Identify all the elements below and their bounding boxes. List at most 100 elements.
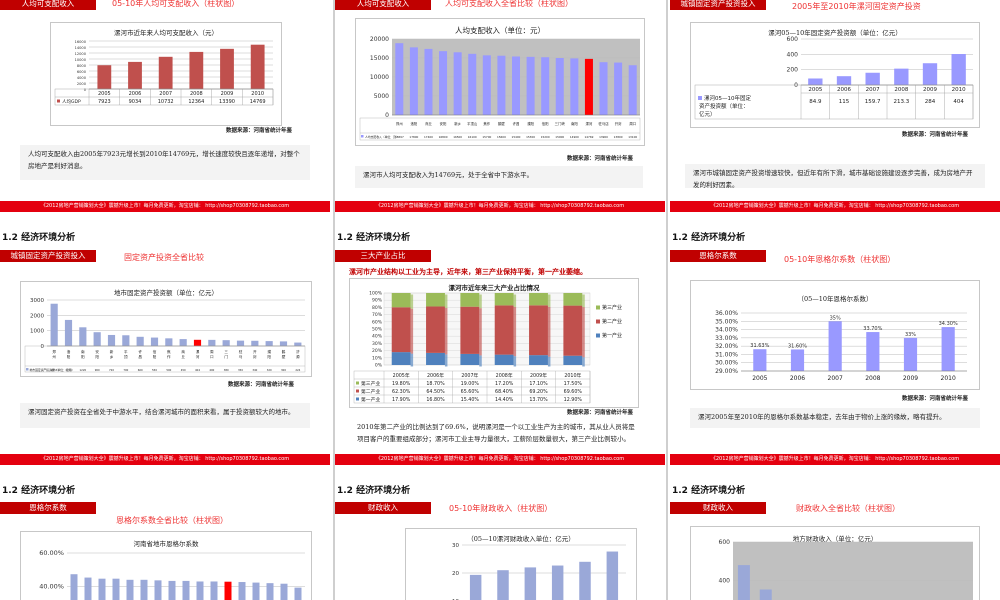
data-label: 17400 bbox=[424, 135, 433, 139]
data-label: 13100 bbox=[628, 135, 637, 139]
slide-industry-structure[interactable]: 1.2 经济环境分析 三大产业占比 漯河市产业结构以工业为主导，近年来，第三产业… bbox=[335, 228, 665, 454]
section-heading: 1.2 经济环境分析 bbox=[337, 486, 411, 496]
stacked-bar-segment bbox=[494, 354, 514, 365]
data-label: 350 bbox=[238, 368, 243, 372]
chart-title: 河南省地市恩格尔系数 bbox=[133, 540, 199, 548]
footer-banner[interactable]: 《2012房地产营销策划大全》震撼升级上市！每月免费更新，淘宝店铺： http:… bbox=[0, 201, 330, 212]
plot-area bbox=[47, 300, 305, 346]
data-label: 115 bbox=[839, 99, 850, 105]
x-tick-label: 平顶山 bbox=[467, 121, 478, 126]
data-label: 340 bbox=[252, 368, 257, 372]
data-source: 数据来源：河南省统计年鉴 bbox=[567, 156, 634, 162]
bar bbox=[737, 565, 750, 600]
data-label: 17.90% bbox=[392, 397, 411, 403]
slide-fiscal-compare[interactable]: 1.2 经济环境分析 财政收入 财政收入全省比较（柱状图） 地方财政收入（单位：… bbox=[670, 481, 1000, 600]
chart-frame: （05—10年恩格尔系数） 29.00% 30.00% 31.00% 32.00% 33… bbox=[690, 280, 980, 390]
footer-banner[interactable]: 《2012房地产营销策划大全》震撼升级上市！每月免费更新，淘宝店铺： http:… bbox=[0, 454, 330, 465]
slide-description: 人均可支配收入由2005年7923元增长到2010年14769元，增长速度较快且… bbox=[20, 145, 310, 180]
bar bbox=[182, 580, 190, 600]
bar bbox=[541, 57, 550, 115]
x-tick-label: 周 bbox=[210, 349, 214, 354]
data-label: 31.60% bbox=[788, 343, 807, 349]
y-tick-label: 29.00% bbox=[715, 368, 738, 375]
slide-disposable-income-trend[interactable]: 人均可支配收入 05-10年人均可支配收入（柱状图） 漯河市近年来人均可支配收入… bbox=[0, 0, 330, 188]
data-label: 404 bbox=[953, 99, 964, 105]
bar bbox=[84, 577, 92, 600]
slide-fixed-investment-trend[interactable]: 城镇固定资产投资投入 2005年至2010年漯河固定资产投资 漯河05—10年固… bbox=[670, 0, 1000, 188]
bar bbox=[236, 340, 245, 346]
data-label: 17.10% bbox=[529, 381, 548, 387]
slide-income-province-compare[interactable]: 人均可支配收入 人均可支配收入全省比较（柱状图） 人均支配收入（单位：元） 0 5… bbox=[335, 0, 665, 188]
bar bbox=[193, 339, 202, 346]
x-tick-label: 驻 bbox=[239, 349, 243, 354]
data-label: 284 bbox=[925, 99, 936, 105]
chart-frame: 地市固定资产投资额（单位：亿元） 0 1000 2000 3000 郑州 2757 洛阳 17… bbox=[20, 281, 312, 377]
legend-swatch bbox=[361, 135, 364, 138]
data-label: 15600 bbox=[497, 135, 506, 139]
x-tick-label: 2006 bbox=[790, 375, 805, 382]
x-tick-label: 2008年 bbox=[496, 372, 513, 379]
x-tick-label: 焦 bbox=[167, 349, 171, 354]
slide-description: 漯河市城镇固定资产投资增速较快，但近年有所下滑，城市基础设施建设逐步完善，成为房… bbox=[685, 164, 985, 188]
x-tick-label: 漯河 bbox=[586, 121, 593, 126]
y-tick-label: 70% bbox=[372, 312, 383, 318]
slide-engel-trend[interactable]: 1.2 经济环境分析 恩格尔系数 05-10年恩格尔系数（柱状图） （05—10… bbox=[670, 228, 1000, 428]
slide-fiscal-trend[interactable]: 1.2 经济环境分析 财政收入 05-10年财政收入（柱状图） （05—10漯河… bbox=[335, 481, 665, 600]
data-label: 550 bbox=[152, 368, 157, 372]
data-label: 33.70% bbox=[863, 326, 882, 332]
data-label: 84.9 bbox=[809, 99, 822, 105]
data-label: 213.3 bbox=[893, 99, 909, 105]
x-tick-label: 2009年 bbox=[530, 372, 547, 379]
table-row-label: 第一产业 bbox=[361, 396, 380, 403]
data-label: 1220 bbox=[80, 368, 87, 372]
data-label: 600 bbox=[138, 368, 143, 372]
slide-engel-compare[interactable]: 1.2 经济环境分析 恩格尔系数 恩格尔系数全省比较（柱状图） 河南省地市恩格尔… bbox=[0, 481, 330, 600]
y-tick-label: 4000 bbox=[77, 76, 87, 80]
x-tick-label: 信阳 bbox=[542, 121, 549, 126]
data-label: 35% bbox=[830, 315, 841, 321]
footer-banner[interactable]: 《2012房地产营销策划大全》震撼升级上市！每月免费更新，淘宝店铺： http:… bbox=[335, 201, 665, 212]
data-label: 12.90% bbox=[564, 397, 583, 403]
x-tick-label: 河 bbox=[196, 354, 200, 359]
y-tick-label: 200 bbox=[787, 67, 799, 74]
y-tick-label: 33.00% bbox=[715, 335, 738, 342]
slide-subtitle: 恩格尔系数全省比较（柱状图） bbox=[116, 516, 228, 525]
y-tick-label: 50% bbox=[372, 327, 383, 333]
x-tick-label: 郑州 bbox=[396, 121, 403, 126]
bar bbox=[208, 339, 216, 346]
bar bbox=[628, 65, 637, 115]
bar-chart: 102030200520062007200820092010 bbox=[452, 543, 626, 600]
y-tick-label: 60% bbox=[372, 319, 383, 325]
bar bbox=[220, 48, 234, 89]
bar-side-face bbox=[513, 294, 517, 307]
bar bbox=[294, 342, 302, 346]
data-source: 数据来源：河南省统计年鉴 bbox=[228, 382, 295, 388]
data-source: 数据来源：河南省统计年鉴 bbox=[902, 396, 969, 402]
x-tick-label: 鹤 bbox=[282, 349, 286, 354]
bar bbox=[107, 334, 116, 346]
data-label: 34.30% bbox=[939, 321, 958, 327]
x-tick-label: 开 bbox=[253, 350, 257, 354]
bar-side-face bbox=[444, 354, 448, 367]
footer-banner[interactable]: 《2012房地产营销策划大全》震撼升级上市！每月免费更新，淘宝店铺： http:… bbox=[670, 454, 1000, 465]
legend-label: 第三产业 bbox=[602, 304, 622, 311]
data-label: 15700 bbox=[482, 135, 491, 139]
table-row-label: 第三产业 bbox=[361, 380, 380, 387]
footer-banner[interactable]: 《2012房地产营销策划大全》震撼升级上市！每月免费更新，淘宝店铺： http:… bbox=[670, 201, 1000, 212]
footer-banner[interactable]: 《2012房地产营销策划大全》震撼升级上市！每月免费更新，淘宝店铺： http:… bbox=[335, 454, 665, 465]
bar-side-face bbox=[547, 306, 551, 357]
slide-fixed-investment-compare[interactable]: 1.2 经济环境分析 城镇固定资产投资投入 固定资产投资全省比较 地市固定资产投… bbox=[0, 228, 330, 428]
bar bbox=[790, 349, 805, 371]
bar bbox=[395, 43, 404, 115]
section-tag: 财政收入 bbox=[670, 502, 766, 514]
x-tick-label: 2010 bbox=[941, 375, 956, 382]
legend-swatch bbox=[57, 99, 60, 103]
x-tick-label: 阳 bbox=[267, 354, 271, 359]
chart-title: （05—10年恩格尔系数） bbox=[797, 295, 873, 303]
y-tick-label: 8000 bbox=[77, 64, 87, 68]
legend-swatch bbox=[596, 319, 600, 324]
bar bbox=[224, 581, 232, 600]
column-divider bbox=[333, 0, 335, 600]
data-label: 33% bbox=[905, 332, 916, 338]
